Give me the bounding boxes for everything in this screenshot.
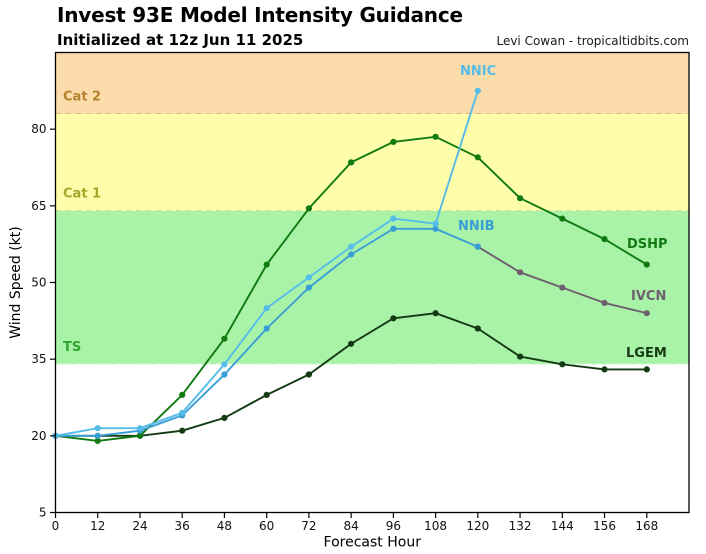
series-point-ivcn <box>601 299 608 306</box>
series-point-lgem <box>348 340 355 347</box>
series-point-ivcn <box>559 284 566 291</box>
x-tick-label: 120 <box>466 519 489 533</box>
x-tick-label: 24 <box>132 519 147 533</box>
series-point-nnic <box>263 305 270 312</box>
series-point-dshp <box>221 335 228 342</box>
series-point-lgem <box>390 315 397 322</box>
series-point-nnic <box>94 425 101 432</box>
series-point-lgem <box>559 361 566 368</box>
series-point-nnib <box>263 325 270 332</box>
x-tick-label: 72 <box>301 519 316 533</box>
series-point-nnib <box>432 225 439 232</box>
series-point-nnic <box>432 220 439 227</box>
series-point-dshp <box>390 138 397 145</box>
series-label-nnic: NNIC <box>460 64 496 79</box>
band-label-cat2: Cat 2 <box>63 90 101 105</box>
series-point-nnic <box>221 361 228 368</box>
series-point-dshp <box>348 159 355 166</box>
series-point-dshp <box>432 133 439 140</box>
series-point-nnib <box>474 243 481 250</box>
x-tick-label: 12 <box>90 519 105 533</box>
band-cat2 <box>55 52 689 114</box>
series-point-dshp <box>136 432 144 439</box>
series-label-nnib: NNIB <box>458 219 495 234</box>
y-tick-label: 5 <box>39 506 47 520</box>
series-point-dshp <box>559 215 566 222</box>
x-axis-label: Forecast Hour <box>324 535 422 551</box>
band-label-ts: TS <box>63 340 81 355</box>
series-point-lgem <box>517 353 524 360</box>
band-cat1 <box>55 113 689 211</box>
x-tick-label: 168 <box>635 519 658 533</box>
series-point-nnic <box>390 215 397 222</box>
series-point-dshp <box>643 261 650 268</box>
series-point-lgem <box>432 310 439 317</box>
chart-title: Invest 93E Model Intensity Guidance <box>57 3 463 27</box>
series-point-dshp <box>517 195 524 202</box>
series-point-nnic <box>136 425 144 432</box>
series-point-lgem <box>263 391 270 398</box>
y-tick-label: 65 <box>31 199 46 213</box>
y-tick-label: 80 <box>31 122 46 136</box>
series-point-dshp <box>305 205 312 212</box>
x-tick-label: 0 <box>52 519 60 533</box>
y-tick-label: 50 <box>31 276 46 290</box>
series-point-dshp <box>179 391 186 398</box>
series-point-nnic <box>305 274 312 281</box>
series-point-nnib <box>305 284 312 291</box>
series-point-dshp <box>601 236 608 243</box>
series-point-nnib <box>221 371 228 378</box>
series-point-ivcn <box>517 269 524 276</box>
x-tick-label: 132 <box>509 519 532 533</box>
series-point-lgem <box>221 414 228 421</box>
y-tick-label: 35 <box>31 352 46 366</box>
series-point-lgem <box>179 427 186 434</box>
series-point-nnic <box>179 409 186 416</box>
series-point-lgem <box>474 325 481 332</box>
x-tick-label: 60 <box>259 519 274 533</box>
series-point-nnib <box>348 251 355 258</box>
series-point-nnic <box>348 243 355 250</box>
x-tick-label: 156 <box>593 519 616 533</box>
band-label-cat1: Cat 1 <box>63 187 101 202</box>
series-label-lgem: LGEM <box>626 346 667 361</box>
series-point-lgem <box>643 366 650 373</box>
y-axis-label: Wind Speed (kt) <box>8 226 24 339</box>
series-point-dshp <box>94 437 101 444</box>
x-tick-label: 96 <box>386 519 401 533</box>
x-tick-label: 144 <box>551 519 574 533</box>
series-point-ivcn <box>643 310 650 317</box>
chart-subtitle: Initialized at 12z Jun 11 2025 <box>57 31 304 49</box>
series-point-nnic <box>474 87 481 94</box>
series-point-lgem <box>305 371 312 378</box>
x-tick-label: 36 <box>175 519 190 533</box>
series-point-dshp <box>263 261 270 268</box>
x-tick-label: 48 <box>217 519 232 533</box>
series-label-dshp: DSHP <box>627 237 668 252</box>
series-point-lgem <box>601 366 608 373</box>
band-ts <box>55 210 689 365</box>
x-tick-label: 108 <box>424 519 447 533</box>
series-point-nnib <box>94 432 101 439</box>
series-label-ivcn: IVCN <box>631 289 666 304</box>
series-point-dshp <box>474 154 481 161</box>
x-tick-label: 84 <box>343 519 358 533</box>
series-point-nnib <box>390 225 397 232</box>
y-tick-label: 20 <box>31 429 46 443</box>
credit-text: Levi Cowan - tropicaltidbits.com <box>496 34 689 48</box>
